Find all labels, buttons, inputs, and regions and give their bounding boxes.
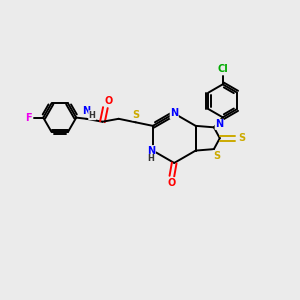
Text: H: H (89, 111, 96, 120)
Text: S: S (132, 110, 139, 120)
Text: Cl: Cl (218, 64, 228, 74)
Text: S: S (238, 133, 245, 143)
Text: F: F (25, 112, 31, 123)
Text: N: N (170, 109, 178, 118)
Text: N: N (147, 146, 155, 156)
Text: O: O (168, 178, 176, 188)
Text: H: H (147, 154, 154, 163)
Text: S: S (213, 151, 220, 160)
Text: N: N (215, 119, 223, 129)
Text: O: O (104, 96, 112, 106)
Text: N: N (82, 106, 90, 116)
